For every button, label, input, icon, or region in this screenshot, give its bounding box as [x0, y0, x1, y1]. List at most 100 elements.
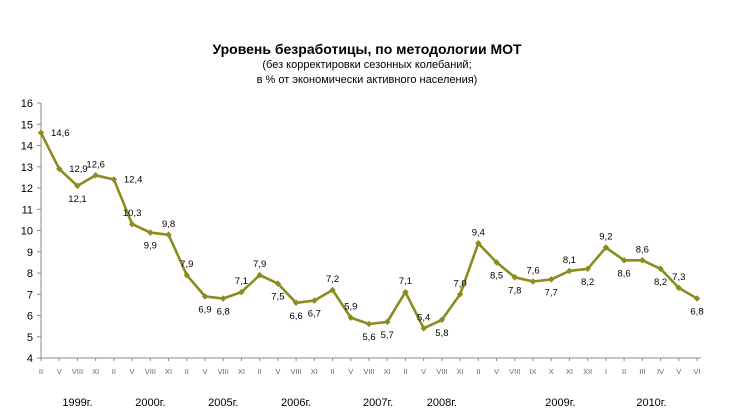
data-point [56, 165, 63, 173]
data-label: 5,6 [362, 332, 375, 343]
y-tick-label: 6 [27, 311, 33, 323]
y-tick-label: 9 [27, 247, 33, 259]
x-tick-label: XI [92, 367, 99, 376]
data-label: 8,6 [618, 268, 631, 279]
x-tick-label: V [676, 367, 681, 376]
x-tick-label: III [639, 367, 645, 376]
data-point [438, 316, 446, 323]
x-tick-label: V [421, 367, 426, 376]
data-point [657, 265, 664, 272]
data-point [602, 244, 610, 251]
data-point [693, 295, 701, 302]
x-tick-label: XI [238, 367, 245, 376]
y-tick-label: 4 [27, 353, 33, 365]
y-tick-label: 10 [21, 226, 33, 238]
y-tick-label: 8 [27, 268, 33, 280]
data-label: 5,4 [417, 312, 430, 323]
data-label: 9,4 [472, 227, 485, 238]
x-tick-label: VI [693, 367, 700, 376]
x-tick-label: IV [657, 367, 664, 376]
y-tick-label: 12 [21, 183, 33, 195]
y-tick-label: 7 [27, 289, 33, 301]
data-label: 7,0 [454, 278, 467, 289]
year-label: 2009г. [545, 397, 575, 409]
data-label: 8,5 [490, 270, 503, 281]
data-label: 7,1 [399, 276, 412, 287]
data-label: 8,1 [563, 255, 576, 266]
y-tick-label: 14 [21, 141, 33, 153]
year-label: 2010г. [636, 397, 666, 409]
year-label: 2000г. [135, 397, 165, 409]
data-label: 8,6 [636, 244, 649, 255]
data-point [347, 314, 354, 321]
y-tick-label: 16 [21, 98, 33, 110]
x-tick-label: V [57, 367, 62, 376]
y-tick-label: 5 [27, 332, 33, 344]
year-label: 2006г. [281, 397, 311, 409]
x-tick-label: VIII [145, 367, 156, 376]
x-tick-label: V [348, 367, 353, 376]
data-label: 6,7 [308, 309, 321, 320]
data-label: 12,4 [124, 175, 143, 186]
y-tick-label: 15 [21, 119, 33, 131]
x-tick-label: II [622, 367, 626, 376]
data-point [566, 267, 573, 275]
data-label: 12,9 [69, 164, 88, 175]
data-label: 7,8 [508, 285, 521, 296]
year-label: 1999г. [62, 397, 92, 409]
data-point [311, 297, 318, 304]
data-label: 7,2 [326, 274, 339, 285]
data-point [548, 276, 555, 283]
data-point [256, 271, 263, 279]
x-tick-label: II [39, 367, 43, 376]
x-tick-label: VIII [72, 367, 83, 376]
year-label: 2007г. [363, 397, 393, 409]
data-point [147, 229, 154, 236]
x-tick-label: XI [384, 367, 391, 376]
data-label: 7,9 [253, 259, 266, 270]
chart-subtitle-2: в % от экономически активного населения) [256, 74, 478, 86]
data-point [675, 284, 682, 292]
data-label: 9,8 [162, 219, 175, 230]
x-tick-label: VIII [218, 367, 229, 376]
x-tick-label: V [130, 367, 135, 376]
data-label: 7,6 [526, 266, 539, 277]
data-label: 7,9 [180, 259, 193, 270]
data-point [584, 265, 591, 272]
data-point [128, 220, 136, 228]
data-point [329, 286, 336, 294]
data-point [365, 320, 373, 328]
x-tick-label: II [330, 367, 334, 376]
x-tick-label: IX [529, 367, 536, 376]
x-tick-label: V [275, 367, 280, 376]
data-point [238, 288, 245, 296]
data-point [183, 271, 190, 279]
x-tick-label: II [112, 367, 116, 376]
data-point [74, 182, 81, 190]
data-point [493, 259, 500, 266]
x-tick-label: VIII [509, 367, 520, 376]
data-point [639, 257, 646, 264]
x-tick-label: X [549, 367, 554, 376]
data-label: 6,8 [690, 307, 703, 318]
data-label: 7,1 [235, 276, 248, 287]
data-point [529, 278, 537, 285]
x-tick-label: II [185, 367, 189, 376]
data-point [456, 291, 464, 298]
data-point [274, 280, 282, 287]
data-point [475, 240, 482, 247]
y-tick-label: 11 [22, 204, 33, 216]
chart-title: Уровень безработицы, по методологии МОТ [212, 41, 522, 57]
data-point [201, 293, 209, 300]
data-label: 8,2 [581, 277, 594, 288]
data-label: 5,7 [381, 330, 394, 341]
year-label: 2008г. [427, 397, 457, 409]
data-point [110, 176, 118, 183]
data-point [220, 295, 227, 302]
data-label: 12,6 [86, 159, 105, 170]
data-point [37, 129, 45, 136]
data-label: 7,7 [545, 287, 558, 298]
x-tick-label: XI [457, 367, 464, 376]
x-tick-label: II [258, 367, 262, 376]
